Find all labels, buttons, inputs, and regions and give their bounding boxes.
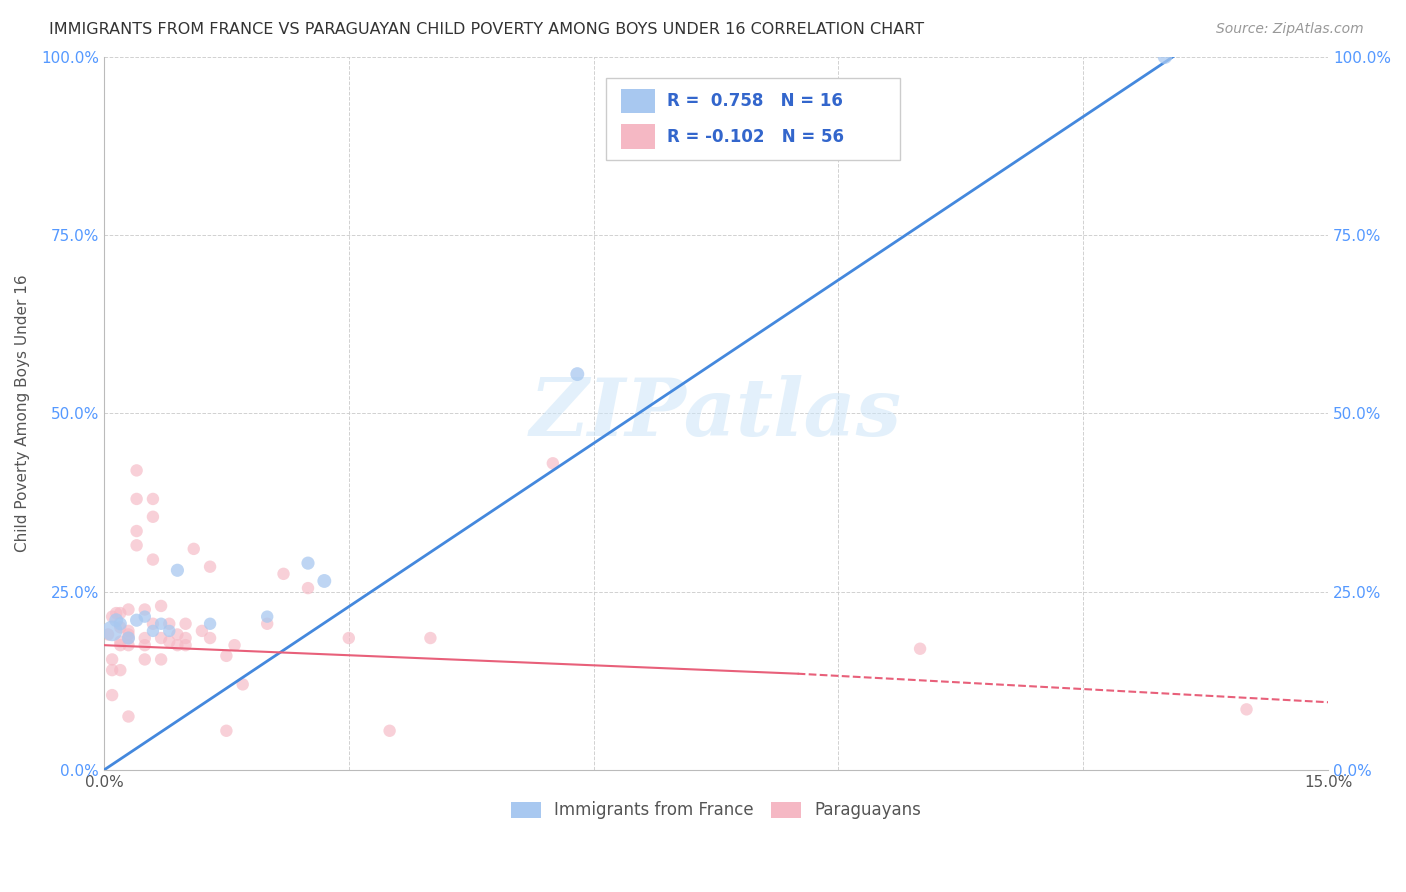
Point: [419, 631, 441, 645]
Point: [378, 723, 401, 738]
Point: [101, 624, 124, 638]
Point: [337, 631, 360, 645]
Point: [191, 624, 214, 638]
Point: [215, 648, 238, 663]
Point: [125, 463, 148, 477]
Point: [101, 663, 124, 677]
Point: [134, 638, 156, 652]
Point: [101, 609, 124, 624]
Point: [256, 616, 278, 631]
Point: [297, 581, 319, 595]
Point: [125, 491, 148, 506]
Point: [157, 624, 180, 638]
Point: [224, 638, 246, 652]
Point: [166, 563, 188, 577]
Point: [117, 627, 139, 641]
Point: [157, 634, 180, 648]
Text: R =  0.758   N = 16: R = 0.758 N = 16: [666, 92, 844, 110]
Point: [157, 616, 180, 631]
Point: [110, 620, 132, 634]
Point: [117, 638, 139, 652]
Point: [97, 627, 120, 641]
Point: [174, 638, 197, 652]
Point: [110, 616, 132, 631]
Point: [105, 606, 128, 620]
FancyBboxPatch shape: [606, 78, 900, 160]
Point: [150, 652, 173, 666]
Point: [314, 574, 336, 588]
Point: [150, 631, 173, 645]
Point: [125, 524, 148, 538]
Point: [198, 559, 221, 574]
Point: [198, 616, 221, 631]
Point: [105, 613, 128, 627]
Legend: Immigrants from France, Paraguayans: Immigrants from France, Paraguayans: [505, 795, 928, 826]
Point: [198, 631, 221, 645]
Point: [1154, 50, 1177, 64]
Point: [150, 616, 173, 631]
Bar: [620, 125, 655, 149]
Bar: [620, 89, 655, 113]
Point: [166, 627, 188, 641]
Point: [134, 631, 156, 645]
Point: [567, 367, 589, 381]
Point: [134, 602, 156, 616]
Text: R = -0.102   N = 56: R = -0.102 N = 56: [666, 128, 844, 145]
Point: [256, 609, 278, 624]
Point: [142, 616, 165, 631]
Point: [541, 456, 564, 470]
Point: [117, 602, 139, 616]
Point: [142, 552, 165, 566]
Point: [117, 631, 139, 645]
Point: [125, 538, 148, 552]
Text: ZIPatlas: ZIPatlas: [530, 375, 903, 452]
Point: [166, 638, 188, 652]
Point: [215, 723, 238, 738]
Point: [110, 638, 132, 652]
Point: [101, 688, 124, 702]
Point: [110, 634, 132, 648]
Point: [142, 624, 165, 638]
Point: [110, 663, 132, 677]
Point: [174, 631, 197, 645]
Point: [117, 709, 139, 723]
Point: [1236, 702, 1258, 716]
Point: [273, 566, 295, 581]
Point: [142, 509, 165, 524]
Point: [117, 631, 139, 645]
Point: [142, 491, 165, 506]
Point: [183, 541, 205, 556]
Point: [297, 556, 319, 570]
Text: IMMIGRANTS FROM FRANCE VS PARAGUAYAN CHILD POVERTY AMONG BOYS UNDER 16 CORRELATI: IMMIGRANTS FROM FRANCE VS PARAGUAYAN CHI…: [49, 22, 924, 37]
Point: [117, 624, 139, 638]
Point: [125, 613, 148, 627]
Point: [134, 652, 156, 666]
Point: [150, 599, 173, 613]
Y-axis label: Child Poverty Among Boys Under 16: Child Poverty Among Boys Under 16: [15, 275, 30, 552]
Point: [110, 606, 132, 620]
Point: [174, 616, 197, 631]
Point: [101, 652, 124, 666]
Point: [232, 677, 254, 691]
Point: [134, 609, 156, 624]
Text: Source: ZipAtlas.com: Source: ZipAtlas.com: [1216, 22, 1364, 37]
Point: [908, 641, 931, 656]
